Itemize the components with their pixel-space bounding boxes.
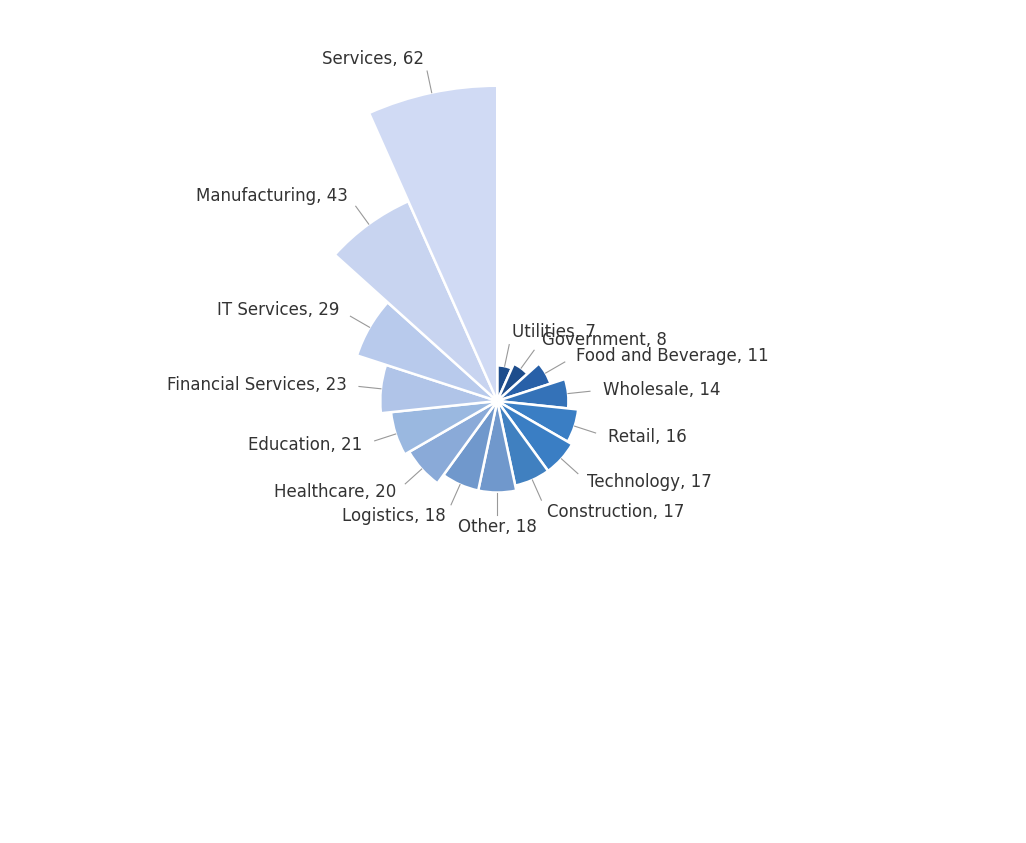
- Wedge shape: [443, 401, 498, 491]
- Wedge shape: [498, 363, 550, 401]
- Text: Food and Beverage, 11: Food and Beverage, 11: [576, 346, 768, 365]
- Wedge shape: [357, 303, 498, 401]
- Text: Education, 21: Education, 21: [248, 436, 363, 454]
- Text: Financial Services, 23: Financial Services, 23: [166, 376, 347, 395]
- Text: Retail, 16: Retail, 16: [607, 428, 686, 446]
- Wedge shape: [498, 365, 512, 401]
- Text: Logistics, 18: Logistics, 18: [342, 507, 446, 525]
- Wedge shape: [369, 86, 498, 401]
- Wedge shape: [498, 401, 548, 486]
- Wedge shape: [498, 364, 527, 401]
- Text: Wholesale, 14: Wholesale, 14: [602, 381, 720, 399]
- Text: Construction, 17: Construction, 17: [547, 502, 684, 521]
- Text: Technology, 17: Technology, 17: [587, 473, 712, 491]
- Text: Services, 62: Services, 62: [322, 50, 425, 67]
- Wedge shape: [391, 401, 498, 454]
- Wedge shape: [498, 401, 573, 471]
- Wedge shape: [498, 379, 568, 409]
- Wedge shape: [498, 401, 578, 442]
- Text: Healthcare, 20: Healthcare, 20: [274, 483, 396, 502]
- Wedge shape: [334, 201, 498, 401]
- Text: Other, 18: Other, 18: [458, 518, 537, 536]
- Text: IT Services, 29: IT Services, 29: [218, 301, 340, 319]
- Text: Manufacturing, 43: Manufacturing, 43: [196, 187, 349, 205]
- Text: Utilities, 7: Utilities, 7: [512, 323, 596, 341]
- Text: Government, 8: Government, 8: [542, 331, 667, 349]
- Wedge shape: [381, 365, 498, 413]
- Wedge shape: [478, 401, 516, 492]
- Wedge shape: [409, 401, 498, 483]
